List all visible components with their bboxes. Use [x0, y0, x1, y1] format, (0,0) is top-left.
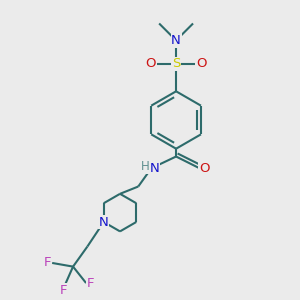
Text: N: N: [150, 162, 159, 175]
Text: F: F: [87, 277, 94, 290]
Text: N: N: [171, 34, 181, 47]
Text: F: F: [60, 284, 68, 297]
Text: O: O: [146, 57, 156, 70]
Text: F: F: [44, 256, 51, 269]
Text: N: N: [99, 215, 109, 229]
Text: S: S: [172, 57, 180, 70]
Text: O: O: [196, 57, 207, 70]
Text: O: O: [199, 162, 209, 175]
Text: H: H: [141, 160, 150, 173]
